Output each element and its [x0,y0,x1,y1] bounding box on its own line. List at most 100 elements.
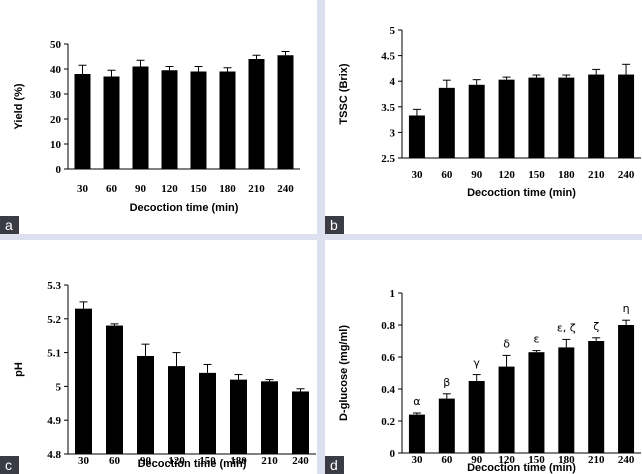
y-tick-label: 0 [390,448,396,460]
y-tick-label: 20 [50,114,62,126]
x-tick-label: 240 [277,183,294,195]
x-tick-label: 120 [168,455,185,467]
x-tick-label: 90 [471,454,483,466]
y-tick-label: 4.5 [381,51,395,63]
chart-a: 0 10 20 30 40 50 30 60 90 120 150 180 210 240 Decoctio… [13,39,300,214]
x-tick-label: 90 [135,183,147,195]
significance-label: β [443,376,450,389]
chart-b: 2.5 3 3.5 4 4.5 5 30 60 90 120 150 180 210 240 Decocti… [338,25,641,199]
panel-b: 2.5 3 3.5 4 4.5 5 30 60 90 120 150 180 210 240 Decocti… [325,0,642,234]
bar [74,74,91,169]
y-tick-label: 5.3 [47,280,61,292]
significance-label: ε [533,333,539,346]
bar [558,77,575,158]
panel-label-d: d [325,456,344,474]
significance-label: η [623,302,630,315]
y-axis-title: pH [13,362,25,377]
y-tick-label: 0.4 [381,384,395,396]
y-tick-label: 4.8 [47,449,61,461]
x-tick-label: 240 [292,455,309,467]
bar [248,59,265,169]
x-tick-label: 30 [77,183,89,195]
x-tick-label: 120 [498,454,515,466]
panel-label-a: a [0,216,19,234]
significance-label: ζ [593,320,599,333]
x-tick-label: 210 [248,183,265,195]
y-tick-label: 50 [50,39,62,51]
bar [528,77,545,158]
bar [498,79,515,158]
bar [219,71,236,169]
bar [408,414,425,453]
y-tick-label: 5.2 [47,314,61,326]
bar [199,372,216,454]
x-tick-label: 180 [230,455,247,467]
x-tick-label: 90 [471,169,483,181]
y-tick-label: 0.6 [381,352,395,364]
y-tick-label: 2.5 [381,153,395,165]
significance-label: δ [503,337,510,350]
bar [230,379,247,454]
x-tick-label: 150 [528,454,545,466]
x-tick-label: 210 [261,455,278,467]
y-axis-title: TSSC (Brix) [338,63,350,124]
y-tick-label: 10 [50,139,62,151]
x-tick-label: 150 [199,455,216,467]
x-axis-title: Decoction time (min) [467,462,576,474]
panel-label-b: b [325,216,344,234]
x-tick-label: 240 [618,454,635,466]
significance-label: α [413,395,420,408]
x-tick-label: 150 [190,183,207,195]
significance-label: ε, ζ [557,321,576,334]
x-tick-label: 60 [441,169,453,181]
bar [438,398,455,453]
chart-c: 4.8 4.9 5 5.1 5.2 5.3 30 60 90 120 150 180 210 240 Dec… [13,280,316,470]
x-tick-label: 90 [140,455,152,467]
panel-label-c: c [0,456,19,474]
x-tick-label: 120 [161,183,178,195]
bar [75,308,92,454]
y-tick-label: 0 [56,164,62,176]
y-tick-label: 4 [390,76,396,88]
bar [137,355,154,454]
x-tick-label: 180 [558,169,575,181]
x-tick-label: 30 [78,455,90,467]
x-tick-label: 30 [411,454,423,466]
y-tick-label: 5 [390,25,396,37]
x-tick-label: 120 [498,169,515,181]
bar [292,391,309,454]
bar [558,347,575,453]
y-tick-label: 5 [56,381,62,393]
y-tick-label: 0.2 [381,416,395,428]
x-axis-title: Decoction time (min) [130,202,239,214]
bar [106,325,123,454]
y-tick-label: 3.5 [381,102,395,114]
y-tick-label: 0.8 [381,320,395,332]
bar [468,381,485,453]
bar [618,74,635,158]
y-axis-title: Yield (%) [13,83,25,129]
y-tick-label: 5.1 [47,348,61,360]
panel-c: 4.8 4.9 5 5.1 5.2 5.3 30 60 90 120 150 180 210 240 Dec… [0,240,317,474]
bar [588,341,605,453]
panel-a: 0 10 20 30 40 50 30 60 90 120 150 180 210 240 Decoctio… [0,0,317,234]
y-tick-label: 4.9 [47,415,61,427]
bar [132,66,149,169]
bar [588,74,605,158]
bar [468,84,485,158]
bar [618,325,635,453]
y-tick-label: 1 [390,288,396,300]
y-tick-label: 40 [50,64,62,76]
chart-d: 0 0.2 0.4 0.6 0.8 1 30 α 60 β 90 γ 120 δ 150 ε 180 ε, ζ 21… [338,288,641,474]
panel-d: 0 0.2 0.4 0.6 0.8 1 30 α 60 β 90 γ 120 δ 150 ε 180 ε, ζ 21… [325,240,642,474]
bar [103,76,120,169]
bar [190,71,207,169]
x-tick-label: 240 [618,169,635,181]
x-tick-label: 30 [411,169,423,181]
x-tick-label: 60 [441,454,453,466]
x-tick-label: 60 [109,455,121,467]
x-tick-label: 150 [528,169,545,181]
x-axis-title: Decoction time (min) [138,458,247,470]
bar [408,115,425,158]
x-tick-label: 180 [558,454,575,466]
